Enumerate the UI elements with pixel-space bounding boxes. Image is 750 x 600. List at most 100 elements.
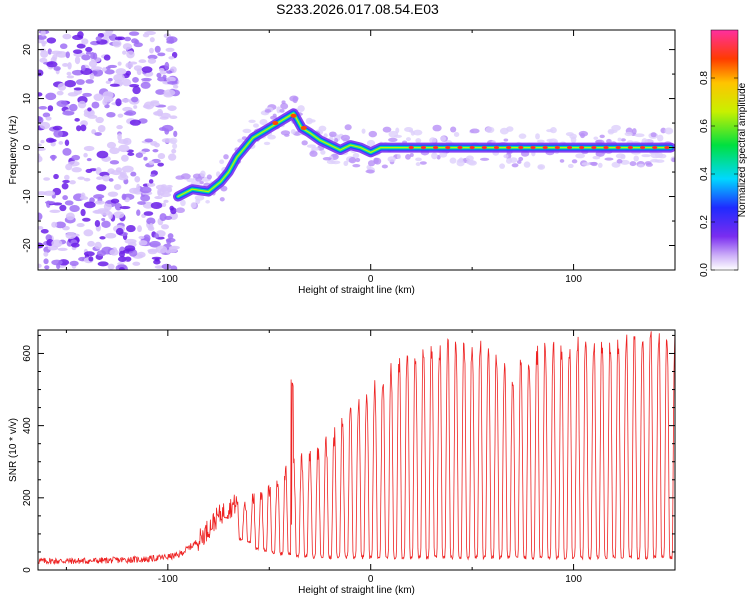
halo-blob	[511, 163, 519, 168]
halo-blob	[617, 137, 622, 142]
halo-blob	[458, 157, 464, 163]
noise-blob	[115, 68, 127, 75]
noise-blob	[53, 173, 59, 180]
noise-blob	[159, 70, 167, 75]
halo-blob	[439, 151, 448, 158]
halo-blob	[242, 128, 252, 134]
x-tick-label: -100	[158, 274, 178, 285]
halo-blob	[223, 154, 229, 160]
noise-blob	[42, 112, 51, 118]
hot-spot	[627, 145, 633, 150]
noise-blob	[142, 33, 150, 38]
noise-blob	[62, 33, 72, 40]
noise-blob	[167, 233, 174, 239]
noise-blob	[150, 201, 163, 210]
halo-blob	[624, 131, 633, 137]
noise-blob	[148, 222, 154, 230]
noise-blob	[40, 40, 48, 45]
noise-blob	[113, 211, 125, 219]
halo-blob	[611, 124, 621, 132]
noise-blob	[71, 154, 81, 161]
noise-blob	[106, 141, 117, 149]
noise-blob	[163, 89, 176, 96]
noise-blob	[57, 247, 68, 252]
noise-blob	[91, 101, 100, 109]
noise-blob	[51, 154, 56, 161]
halo-blob	[180, 173, 191, 180]
hot-spot	[639, 145, 646, 150]
noise-blob	[119, 205, 131, 210]
halo-blob	[565, 132, 574, 137]
noise-blob	[96, 184, 107, 192]
y-tick-label: 10	[22, 93, 33, 105]
halo-blob	[546, 129, 554, 133]
noise-blob	[94, 132, 102, 136]
halo-blob	[309, 150, 318, 157]
halo-blob	[671, 157, 675, 163]
halo-blob	[567, 163, 574, 169]
halo-blob	[429, 137, 437, 144]
noise-blob	[167, 80, 178, 85]
noise-blob	[64, 174, 70, 181]
noise-blob	[56, 100, 68, 108]
halo-blob	[396, 154, 401, 160]
hot-spot	[408, 145, 414, 150]
noise-blob	[80, 64, 86, 72]
noise-blob	[115, 167, 123, 173]
halo-blob	[248, 119, 256, 124]
noise-blob	[40, 139, 45, 144]
halo-blob	[366, 165, 372, 170]
noise-blob	[87, 114, 98, 119]
noise-blob	[138, 235, 145, 240]
noise-blob	[53, 129, 63, 138]
y-tick-label: -10	[22, 189, 33, 204]
noise-blob	[43, 177, 51, 181]
noise-blob	[169, 205, 174, 211]
halo-blob	[367, 160, 376, 167]
halo-blob	[412, 129, 423, 136]
noise-blob	[103, 202, 112, 211]
halo-blob	[259, 118, 268, 126]
noise-blob	[40, 30, 46, 37]
noise-blob	[108, 178, 114, 182]
noise-blob	[118, 144, 130, 153]
noise-blob	[166, 238, 172, 245]
noise-blob	[109, 160, 120, 165]
noise-blob	[102, 91, 114, 99]
noise-blob	[76, 43, 86, 49]
noise-blob	[131, 96, 139, 103]
halo-blob	[200, 170, 206, 177]
noise-blob	[122, 78, 132, 87]
noise-blob	[87, 240, 95, 247]
colorbar-tick-label: 0.4	[699, 167, 710, 181]
halo-blob	[499, 163, 506, 169]
noise-blob	[118, 250, 125, 258]
halo-blob	[368, 130, 377, 138]
noise-blob	[56, 90, 64, 96]
y-tick-label: -20	[22, 238, 33, 253]
noise-blob	[132, 77, 139, 83]
noise-blob	[51, 221, 58, 228]
noise-blob	[74, 117, 80, 122]
noise-blob	[82, 92, 92, 97]
noise-blob	[85, 46, 93, 53]
halo-blob	[352, 153, 360, 159]
snr-frame	[37, 329, 676, 571]
noise-blob	[83, 201, 96, 209]
noise-blob	[94, 209, 101, 214]
colorbar: 0.0 0.2 0.4 0.6 0.8 Normalized spectral ampli…	[699, 29, 748, 277]
noise-blob	[140, 81, 151, 89]
halo-blob	[292, 96, 298, 104]
noise-blob	[38, 147, 46, 151]
halo-blob	[253, 123, 259, 128]
noise-blob	[127, 152, 135, 156]
noise-blob	[118, 267, 125, 270]
halo-blob	[322, 156, 332, 161]
halo-blob	[535, 133, 540, 140]
snr-panel: -100 0 100 0 200 400 600 Height of straight lin…	[8, 329, 676, 596]
halo-blob	[468, 160, 477, 166]
noise-blob	[167, 105, 177, 111]
halo-blob	[644, 161, 652, 165]
x-tick-label: -100	[158, 574, 178, 585]
